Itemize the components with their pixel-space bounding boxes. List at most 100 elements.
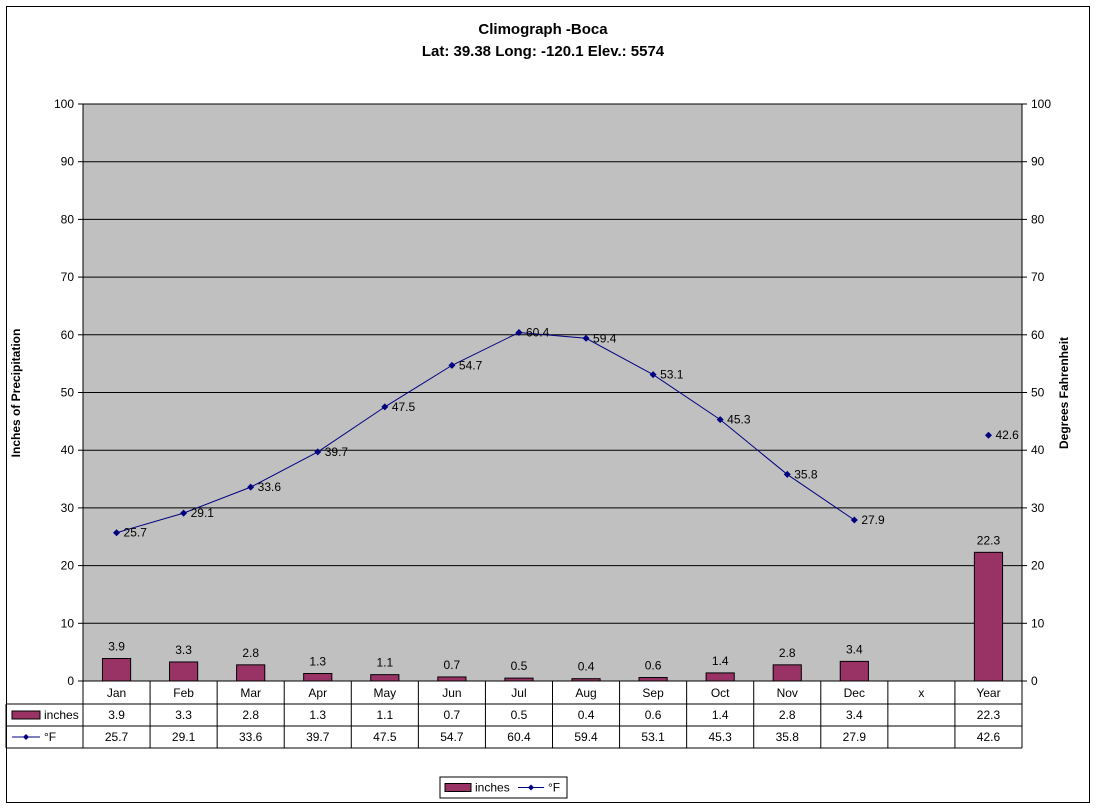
- y-tick-label: 60: [61, 328, 75, 342]
- y2-tick-label: 60: [1031, 328, 1045, 342]
- table-cell: 0.5: [511, 708, 528, 722]
- line-point-fahrenheit: [582, 334, 590, 342]
- y2-tick-label: 20: [1031, 559, 1045, 573]
- x-category-label: May: [373, 686, 396, 700]
- y2-tick-label: 100: [1031, 97, 1051, 111]
- y2-axis-title: Degrees Fahrenheit: [1057, 337, 1071, 449]
- line-point-fahrenheit: [314, 448, 322, 456]
- line-point-fahrenheit: [783, 470, 791, 478]
- bar-data-label: 1.3: [309, 654, 326, 668]
- bar-inches: [638, 677, 668, 682]
- y2-tick-label: 0: [1031, 674, 1038, 688]
- table-cell: 27.9: [843, 730, 867, 744]
- chart-title: Climograph -Boca: [478, 21, 608, 38]
- y-tick-label: 100: [54, 97, 74, 111]
- chart-subtitle: Lat: 39.38 Long: -120.1 Elev.: 5574: [422, 43, 665, 60]
- bar-inches: [236, 664, 266, 682]
- x-category-label: Oct: [711, 686, 730, 700]
- bar-data-label: 2.8: [779, 646, 796, 660]
- line-point-fahrenheit: [381, 403, 389, 411]
- table-series-name: inches: [44, 708, 79, 722]
- table-cell: 2.8: [779, 708, 796, 722]
- bar-data-label: 0.4: [578, 660, 595, 674]
- table-cell: 0.4: [578, 708, 595, 722]
- bar-inches: [303, 672, 333, 682]
- y-axis-title: Inches of Precipitation: [9, 329, 23, 458]
- legend-key-inches: [444, 783, 472, 792]
- table-cell: 1.1: [376, 708, 393, 722]
- legend: inches °F: [439, 776, 568, 799]
- line-data-label: 25.7: [124, 526, 148, 540]
- line-point-fahrenheit: [448, 361, 456, 369]
- bar-data-label: 1.4: [712, 654, 729, 668]
- y-tick-label: 50: [61, 386, 75, 400]
- y2-tick-label: 70: [1031, 270, 1045, 284]
- table-cell: 29.1: [172, 730, 196, 744]
- line-data-label: 42.6: [995, 428, 1019, 442]
- line-data-label: 45.3: [727, 413, 751, 427]
- y-tick-label: 90: [61, 155, 75, 169]
- y-tick-label: 70: [61, 270, 75, 284]
- table-cell: 60.4: [507, 730, 531, 744]
- table-cell: 2.8: [242, 708, 259, 722]
- line-data-label: 35.8: [794, 467, 818, 481]
- line-data-label: 47.5: [392, 400, 416, 414]
- table-cell: 59.4: [574, 730, 598, 744]
- line-data-label: 59.4: [593, 331, 617, 345]
- bar-data-label: 2.8: [242, 646, 259, 660]
- line-point-fahrenheit: [716, 416, 724, 424]
- line-data-label: 39.7: [325, 445, 349, 459]
- x-category-label: Nov: [777, 686, 798, 700]
- y-tick-label: 0: [67, 674, 74, 688]
- y-tick-label: 10: [61, 616, 75, 630]
- line-point-fahrenheit: [649, 371, 657, 379]
- y2-tick-label: 90: [1031, 155, 1045, 169]
- bar-inches: [370, 674, 400, 682]
- table-cell: 0.7: [444, 708, 461, 722]
- table-cell: 3.9: [108, 708, 125, 722]
- legend-marker-fahrenheit: [528, 784, 534, 791]
- line-point-fahrenheit: [984, 431, 992, 439]
- bar-data-label: 0.5: [511, 659, 528, 673]
- bar-data-label: 0.7: [444, 658, 461, 672]
- legend-label-inches: inches: [475, 781, 510, 795]
- table-key-inches: [11, 710, 41, 720]
- y-tick-label: 40: [61, 443, 75, 457]
- x-category-label: Aug: [575, 686, 596, 700]
- table-cell: 1.3: [309, 708, 326, 722]
- table-cell: 53.1: [641, 730, 665, 744]
- legend-box: [439, 776, 568, 799]
- y-tick-label: 80: [61, 212, 75, 226]
- table-cell: 45.3: [708, 730, 732, 744]
- y2-tick-label: 80: [1031, 212, 1045, 226]
- table-series-name: °F: [44, 730, 56, 744]
- x-category-label: Year: [976, 686, 1000, 700]
- table-cell: 0.6: [645, 708, 662, 722]
- line-point-fahrenheit: [113, 529, 121, 537]
- bar-inches: [772, 664, 802, 682]
- y2-tick-label: 40: [1031, 443, 1045, 457]
- x-category-label: Dec: [844, 686, 865, 700]
- table-cell: 54.7: [440, 730, 464, 744]
- line-data-label: 29.1: [191, 506, 215, 520]
- bar-inches: [839, 660, 869, 682]
- table-cell: 39.7: [306, 730, 330, 744]
- plot-area: 0 0 10 10 20 20 30 30 40 40 50 50 60 60 70 70 80 80 90 90 10…: [54, 97, 1051, 688]
- bar-inches: [169, 661, 199, 682]
- table-cell: 1.4: [712, 708, 729, 722]
- line-fahrenheit: [116, 331, 855, 534]
- bar-data-label: 3.4: [846, 642, 863, 656]
- line-data-label: 54.7: [459, 358, 483, 372]
- table-cell: 3.4: [846, 708, 863, 722]
- x-category-label: Jul: [511, 686, 526, 700]
- y2-tick-label: 50: [1031, 386, 1045, 400]
- bar-inches: [705, 672, 735, 682]
- bar-data-label: 3.3: [175, 643, 192, 657]
- bar-inches: [437, 676, 467, 682]
- bar-inches: [101, 657, 132, 682]
- y2-tick-label: 30: [1031, 501, 1045, 515]
- y-tick-label: 30: [61, 501, 75, 515]
- table-cell: 35.8: [776, 730, 800, 744]
- table-cell: 47.5: [373, 730, 397, 744]
